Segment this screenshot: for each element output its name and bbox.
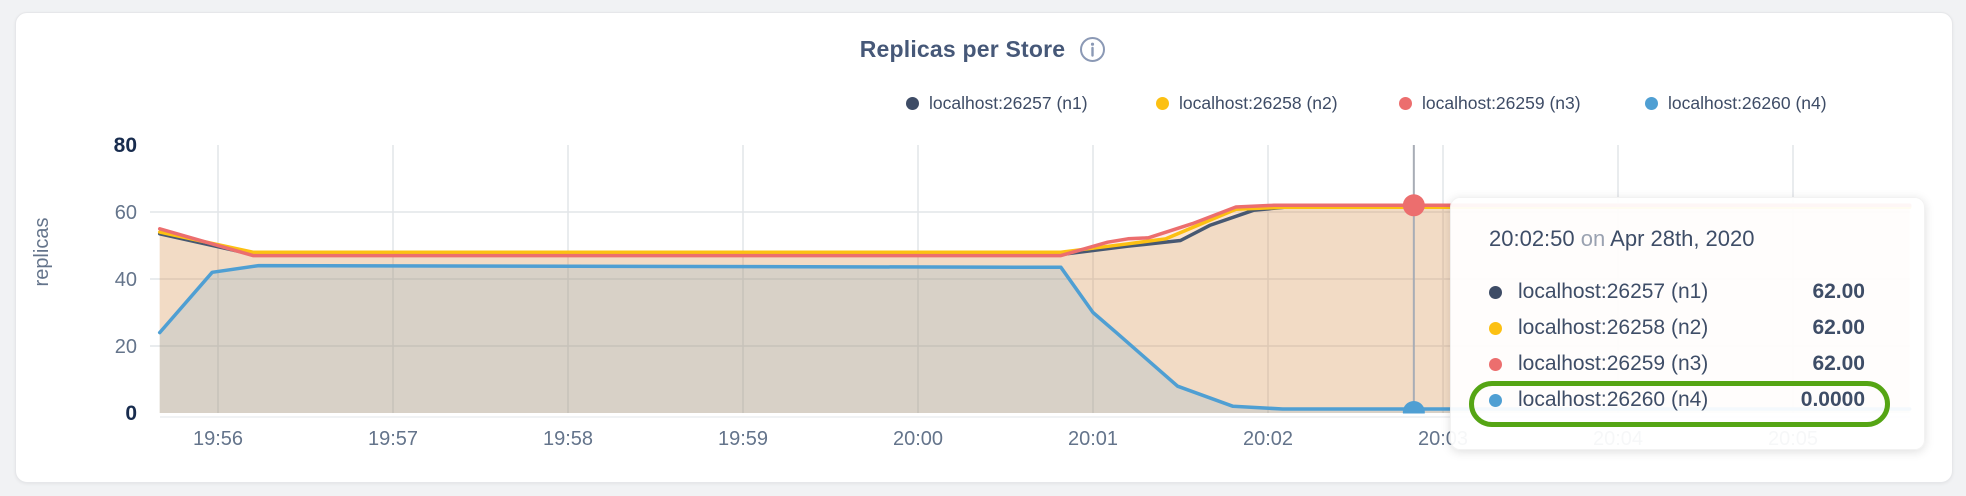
tooltip-row-value: 62.00 bbox=[1812, 352, 1865, 375]
chart-title: Replicas per Store bbox=[859, 36, 1066, 62]
tooltip-row-dot-icon bbox=[1489, 321, 1502, 335]
x-tick-label: 20:02 bbox=[1243, 428, 1293, 450]
legend-dot-icon bbox=[1399, 97, 1412, 110]
x-tick-label: 19:56 bbox=[193, 428, 243, 450]
legend-item-n4[interactable]: localhost:26260 (n4) bbox=[1645, 93, 1827, 114]
series-line-n3 bbox=[157, 203, 1912, 258]
hover-dot-n4 bbox=[1402, 401, 1425, 414]
legend-label: localhost:26257 (n1) bbox=[929, 93, 1088, 113]
series-line-n2 bbox=[157, 205, 1912, 254]
y-tick-label: 0 bbox=[125, 402, 137, 425]
y-tick-label: 20 bbox=[115, 336, 137, 358]
chart-tooltip: 20:02:50 on Apr 28th, 2020 localhost:262… bbox=[1450, 197, 1925, 450]
chart-legend: localhost:26257 (n1) localhost:26258 (n2)… bbox=[0, 93, 1966, 117]
y-tick-label: 80 bbox=[114, 134, 137, 157]
legend-item-n2[interactable]: localhost:26258 (n2) bbox=[1156, 93, 1338, 114]
x-tick-label: 19:58 bbox=[543, 428, 593, 450]
y-axis-label: replicas bbox=[31, 218, 53, 287]
legend-dot-icon bbox=[906, 97, 919, 110]
tooltip-row-n4: localhost:26260 (n4) 0.0000 bbox=[1489, 382, 1865, 418]
tooltip-row-label: localhost:26259 (n3) bbox=[1518, 352, 1709, 375]
legend-label: localhost:26258 (n2) bbox=[1179, 93, 1338, 113]
tooltip-date: Apr 28th, 2020 bbox=[1610, 226, 1755, 251]
tooltip-row-label: localhost:26258 (n2) bbox=[1518, 316, 1709, 339]
tooltip-row-dot-icon bbox=[1489, 285, 1502, 299]
hover-dot-n3 bbox=[1402, 194, 1425, 217]
tooltip-row-label: localhost:26257 (n1) bbox=[1518, 280, 1709, 303]
x-tick-label: 20:00 bbox=[893, 428, 943, 450]
area-fill-n4 bbox=[159, 265, 1910, 413]
tooltip-row-n2: localhost:26258 (n2) 62.00 bbox=[1489, 310, 1865, 346]
legend-dot-icon bbox=[1645, 97, 1658, 110]
tooltip-row-n3: localhost:26259 (n3) 62.00 bbox=[1489, 346, 1865, 382]
legend-item-n3[interactable]: localhost:26259 (n3) bbox=[1399, 93, 1581, 114]
x-tick-label: 19:57 bbox=[368, 428, 418, 450]
tooltip-row-value: 62.00 bbox=[1812, 280, 1865, 303]
x-tick-label: 20:01 bbox=[1068, 428, 1118, 450]
y-tick-label: 40 bbox=[115, 269, 137, 291]
tooltip-timestamp: 20:02:50 on Apr 28th, 2020 bbox=[1489, 226, 1865, 252]
legend-label: localhost:26259 (n3) bbox=[1422, 93, 1581, 113]
x-tick-label: 19:59 bbox=[718, 428, 768, 450]
tooltip-row-value: 62.00 bbox=[1812, 316, 1865, 339]
info-icon[interactable] bbox=[1079, 36, 1106, 63]
legend-item-n1[interactable]: localhost:26257 (n1) bbox=[906, 93, 1088, 114]
tooltip-row-n1: localhost:26257 (n1) 62.00 bbox=[1489, 274, 1865, 310]
tooltip-row-dot-icon bbox=[1489, 393, 1502, 407]
tooltip-rows: localhost:26257 (n1) 62.00 localhost:26258… bbox=[1489, 274, 1865, 418]
tooltip-row-value: 0.0000 bbox=[1800, 388, 1865, 411]
tooltip-time: 20:02:50 bbox=[1489, 226, 1575, 251]
legend-label: localhost:26260 (n4) bbox=[1668, 93, 1827, 113]
series-line-n4 bbox=[157, 263, 1912, 411]
tooltip-on-word: on bbox=[1580, 226, 1606, 251]
tooltip-row-label: localhost:26260 (n4) bbox=[1518, 388, 1709, 411]
chart-header: Replicas per Store bbox=[0, 36, 1966, 63]
y-tick-label: 60 bbox=[115, 202, 137, 224]
tooltip-row-dot-icon bbox=[1489, 357, 1502, 371]
legend-dot-icon bbox=[1156, 97, 1169, 110]
